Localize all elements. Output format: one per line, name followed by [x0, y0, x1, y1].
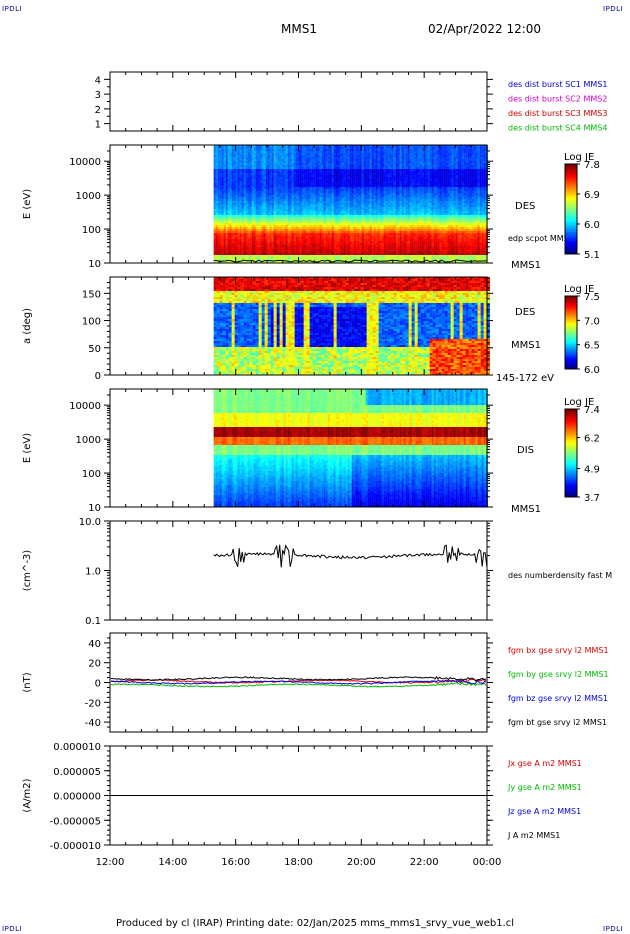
sc-indicator-tick-label: 2	[95, 105, 101, 116]
density-legend-entry: des numberdensity fast M	[508, 571, 612, 580]
sc-indicator-panel	[110, 72, 487, 131]
current-legend-entry: Jx gse A m2 MMS1	[507, 759, 582, 768]
current-tick-label: -0.000005	[50, 816, 101, 827]
density-tick-label: 10.0	[79, 517, 101, 528]
time-tick-label: 00:00	[473, 857, 502, 868]
bfield-tick-label: -20	[85, 698, 101, 709]
des-energy-tick-label: 1000	[76, 191, 101, 202]
des-energy-scpot-label: edp scpot MMS1	[508, 234, 574, 243]
time-tick-label: 12:00	[96, 857, 125, 868]
dis-energy-instrument-label: DIS	[517, 445, 534, 456]
bfield-legend-entry: fgm bz gse srvy l2 MMS1	[508, 694, 608, 703]
current-ylabel: (A/m2)	[22, 778, 33, 812]
des-pitch-tick-label: 0	[95, 371, 101, 382]
dis-energy-ylabel: E (eV)	[22, 433, 33, 463]
des-pitch-instrument-label: DES	[515, 307, 535, 318]
density-tick-label: 1.0	[85, 567, 101, 578]
des-energy-tick-label: 100	[82, 225, 101, 236]
dis-energy-colorbar-tick-label: 6.2	[584, 434, 600, 445]
bfield-tick-label: 20	[88, 659, 101, 670]
des-pitch-ylabel: a (deg)	[22, 308, 33, 344]
sc-indicator-tick-label: 1	[95, 120, 101, 131]
bfield-legend-entry: fgm bx gse srvy l2 MMS1	[508, 646, 609, 655]
dis-energy-colorbar-tick-label: 3.7	[584, 493, 600, 504]
des-pitch-tick-label: 50	[88, 344, 101, 355]
sc-legend-entry: des dist burst SC2 MMS2	[508, 95, 607, 104]
bfield-tick-label: 40	[88, 639, 101, 650]
des-energy-colorbar-tick-label: 7.8	[584, 160, 600, 171]
des-energy-colorbar-tick-label: 6.0	[584, 220, 600, 231]
dis-energy-sc-label: MMS1	[511, 504, 541, 515]
bfield-tick-label: -40	[85, 718, 101, 729]
sc-indicator-tick-label: 4	[95, 75, 101, 86]
time-tick-label: 14:00	[158, 857, 187, 868]
time-tick-label: 18:00	[284, 857, 313, 868]
des-pitch-tick-label: 150	[82, 289, 101, 300]
density-panel	[110, 521, 487, 620]
dis-energy-colorbar-tick-label: 4.9	[584, 464, 600, 475]
des-pitch-tick-label: 100	[82, 317, 101, 328]
des-energy-instrument-label: DES	[515, 201, 535, 212]
bfield-legend-entry: fgm by gse srvy l2 MMS1	[508, 670, 609, 679]
current-tick-label: 0.000000	[53, 792, 101, 803]
stacked-plot-area: 1 2 3 4 des dist burst SC1 MMS1 des dist burs…	[0, 0, 630, 910]
time-tick-label: 16:00	[221, 857, 250, 868]
current-tick-label: -0.000010	[50, 841, 101, 852]
dis-energy-cells	[214, 389, 488, 507]
current-tick-label: 0.000010	[53, 742, 101, 753]
time-tick-label: 20:00	[347, 857, 376, 868]
bfield-ylabel: (nT)	[22, 672, 33, 692]
sc-legend-entry: des dist burst SC3 MMS3	[508, 109, 607, 118]
des-energy-colorbar-tick-label: 5.1	[584, 250, 600, 261]
des-energy-tick-label: 10	[88, 259, 101, 270]
des-pitch-colorbar-tick-label: 7.5	[584, 292, 600, 303]
current-legend-entry: Jz gse A m2 MMS1	[507, 807, 581, 816]
des-energy-cells	[214, 145, 488, 263]
bfield-legend-entry: fgm bt gse srvy l2 MMS1	[508, 718, 607, 727]
bfield-tick-label: 0	[95, 679, 101, 690]
dis-energy-tick-label: 100	[82, 469, 101, 480]
dis-energy-tick-label: 1000	[76, 435, 101, 446]
dis-energy-colorbar-tick-label: 7.4	[584, 405, 600, 416]
des-pitch-colorbar-tick-label: 6.0	[584, 365, 600, 376]
des-energy-ylabel: E (eV)	[22, 189, 33, 219]
des-pitch-colorbar-tick-label: 7.0	[584, 316, 600, 327]
des-pitch-energy-range-label: 145-172 eV	[496, 373, 554, 384]
des-energy-colorbar-tick-label: 6.9	[584, 190, 600, 201]
density-ylabel: (cm^-3)	[22, 550, 33, 591]
sc-legend-entry: des dist burst SC4 MMS4	[508, 124, 607, 133]
density-series-line	[214, 545, 487, 568]
sc-indicator-tick-label: 3	[95, 90, 101, 101]
current-tick-label: 0.000005	[53, 767, 101, 778]
current-legend-entry: Jy gse A m2 MMS1	[507, 783, 582, 792]
sc-legend-entry: des dist burst SC1 MMS1	[508, 80, 607, 89]
des-energy-sc-label: MMS1	[511, 260, 541, 271]
des-pitch-colorbar-tick-label: 6.5	[584, 341, 600, 352]
dis-energy-tick-label: 10000	[69, 401, 101, 412]
des-pitch-sc-label: MMS1	[511, 340, 541, 351]
density-tick-label: 0.1	[85, 616, 101, 627]
current-legend-entry: J A m2 MMS1	[507, 831, 560, 840]
dis-energy-tick-label: 10	[88, 503, 101, 514]
des-pitch-cells	[214, 277, 490, 375]
footer-credit: Produced by cl (IRAP) Printing date: 02/…	[0, 918, 630, 929]
time-tick-label: 22:00	[410, 857, 439, 868]
des-energy-tick-label: 10000	[69, 157, 101, 168]
